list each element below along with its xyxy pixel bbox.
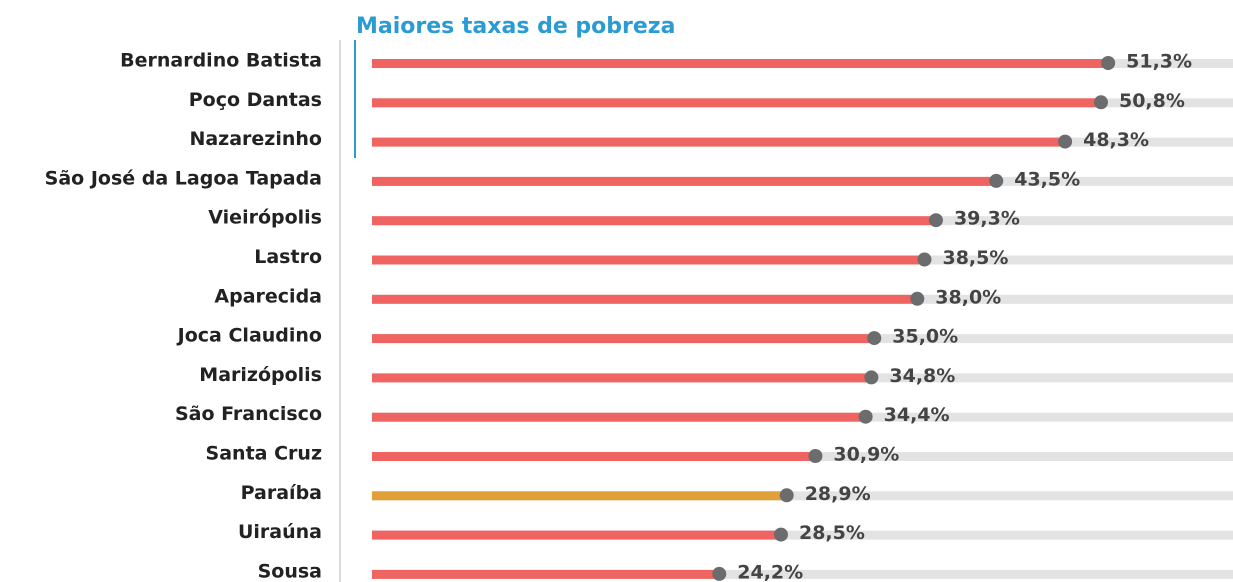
dot [1093, 95, 1108, 110]
category-label: Vieirópolis [208, 207, 322, 229]
dot [773, 527, 788, 542]
value-label: 28,5% [799, 522, 865, 544]
bar [372, 137, 1066, 147]
value-label: 28,9% [805, 483, 871, 505]
bar [372, 530, 781, 540]
track [372, 569, 1233, 579]
value-label: 43,5% [1014, 168, 1080, 190]
value-label: 51,3% [1126, 51, 1192, 73]
category-label: Marizópolis [199, 364, 322, 386]
dot [1101, 56, 1116, 70]
track [372, 530, 1233, 540]
category-label: São Francisco [175, 403, 322, 425]
value-label: 38,0% [935, 286, 1001, 308]
bar [372, 216, 936, 226]
dot [917, 252, 932, 267]
category-label: Santa Cruz [206, 443, 322, 465]
value-label: 24,2% [737, 561, 803, 582]
category-label: Sousa [258, 560, 322, 582]
dot [989, 173, 1004, 188]
bar [372, 255, 925, 265]
value-label: 38,5% [942, 247, 1008, 269]
category-label: São José da Lagoa Tapada [45, 167, 322, 189]
category-label: Aparecida [214, 285, 322, 307]
bar [372, 452, 816, 461]
category-label: Uiraúna [238, 521, 322, 543]
dot [910, 291, 925, 306]
bar [372, 98, 1101, 108]
value-label: 34,8% [889, 365, 955, 387]
value-label: 50,8% [1119, 90, 1185, 112]
category-label: Lastro [254, 246, 322, 268]
track [372, 491, 1233, 501]
bar [372, 491, 787, 501]
dot [1058, 134, 1073, 149]
value-label: 34,4% [884, 404, 950, 426]
value-label: 35,0% [892, 326, 958, 348]
category-label: Nazarezinho [189, 128, 322, 150]
bar [372, 59, 1109, 68]
value-label: 30,9% [833, 444, 899, 466]
category-label: Paraíba [241, 482, 322, 504]
dot [864, 370, 879, 385]
category-label: Poço Dantas [189, 89, 322, 111]
dot [928, 213, 943, 228]
dot [808, 449, 823, 463]
bar [372, 412, 866, 422]
dot [858, 409, 873, 424]
dot [867, 331, 882, 346]
category-label: Joca Claudino [176, 325, 322, 347]
bar [372, 176, 997, 186]
bar [372, 294, 918, 304]
dot [779, 488, 794, 503]
bar [372, 569, 720, 579]
bar [372, 334, 875, 344]
bar [372, 373, 872, 383]
chart-title: Maiores taxas de pobreza [356, 14, 675, 39]
value-label: 48,3% [1083, 129, 1149, 151]
category-label: Bernardino Batista [120, 50, 322, 72]
value-label: 39,3% [954, 208, 1020, 230]
dot [712, 566, 727, 581]
